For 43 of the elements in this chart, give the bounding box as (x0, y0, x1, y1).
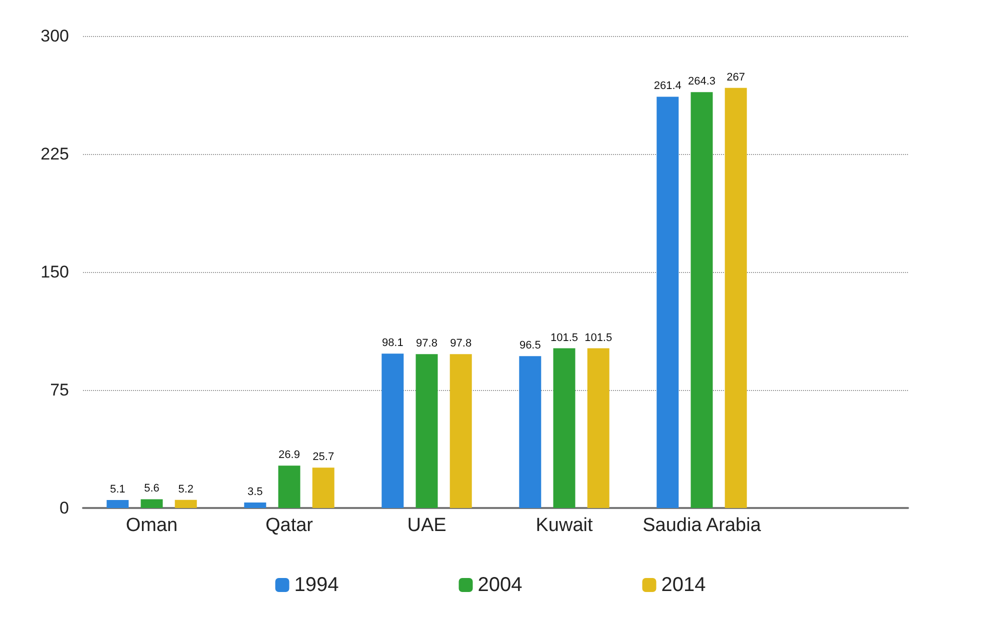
data-label: 26.9 (278, 449, 300, 462)
data-label: 5.6 (144, 482, 160, 495)
data-label: 101.5 (584, 332, 612, 344)
legend-label: 2004 (478, 574, 522, 596)
data-label: 5.2 (178, 483, 194, 496)
bar (312, 468, 334, 508)
bar (587, 348, 610, 508)
data-label: 3.5 (248, 486, 263, 498)
data-label: 98.1 (382, 337, 404, 350)
data-label: 267 (726, 71, 746, 84)
x-tick-label: Kuwait (536, 515, 594, 536)
y-tick-label: 300 (40, 26, 69, 46)
data-label: 101.5 (550, 332, 578, 344)
bar (656, 96, 679, 508)
bar (724, 88, 747, 508)
bar (450, 354, 472, 508)
data-label: 97.8 (450, 338, 472, 350)
data-label: 25.7 (312, 451, 334, 464)
data-label: 97.8 (416, 338, 438, 350)
bar (278, 466, 300, 508)
data-label: 5.1 (110, 483, 126, 496)
data-label: 264.3 (688, 76, 716, 88)
data-label: 96.5 (519, 340, 541, 352)
x-tick-label: Saudia Arabia (642, 515, 762, 536)
x-tick-label: UAE (407, 515, 446, 536)
y-tick-label: 0 (60, 498, 69, 518)
x-tick-label: Qatar (265, 515, 314, 536)
y-tick-label: 225 (40, 144, 69, 164)
legend-label: 2014 (661, 574, 706, 596)
y-tick-label: 150 (40, 262, 69, 282)
bar (416, 354, 438, 508)
y-tick-label: 75 (50, 380, 69, 400)
bar (174, 500, 197, 508)
bar (244, 502, 266, 508)
x-tick-label: Oman (126, 515, 178, 536)
legend-label: 1994 (294, 574, 339, 596)
bar (106, 500, 129, 508)
bar (382, 354, 404, 508)
data-label: 261.4 (654, 80, 682, 92)
bar (519, 356, 542, 508)
bar (690, 92, 713, 508)
bar (140, 499, 163, 508)
bar (553, 348, 576, 508)
